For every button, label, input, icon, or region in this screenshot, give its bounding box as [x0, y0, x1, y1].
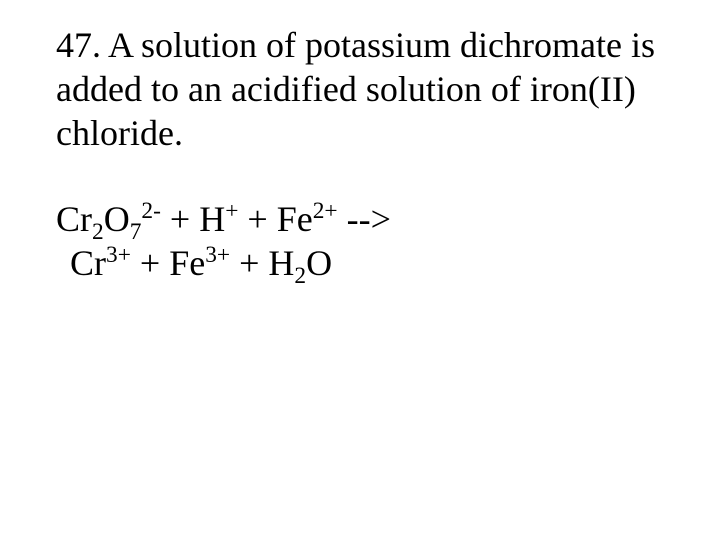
question-number: 47.: [56, 25, 101, 65]
question-body: A solution of potassium dichromate is ad…: [56, 25, 655, 153]
reaction-arrow: -->: [347, 199, 391, 239]
slide: 47. A solution of potassium dichromate i…: [0, 0, 720, 540]
plus-sign: +: [140, 243, 160, 283]
species-iron2-ion: Fe2+: [277, 199, 338, 239]
plus-sign: +: [247, 199, 267, 239]
question-text: 47. A solution of potassium dichromate i…: [56, 24, 664, 156]
equation-products-line: Cr3+ + Fe3+ + H2O: [56, 242, 664, 286]
plus-sign: +: [239, 243, 259, 283]
plus-sign: +: [170, 199, 190, 239]
species-hydrogen-ion: H+: [199, 199, 238, 239]
species-chromium3-ion: Cr3+: [70, 243, 131, 283]
equation-reactants-line: Cr2O72- + H+ + Fe2+ -->: [56, 198, 664, 242]
species-dichromate: Cr2O72-: [56, 199, 161, 239]
species-iron3-ion: Fe3+: [169, 243, 230, 283]
species-water: H2O: [268, 243, 332, 283]
chemical-equation: Cr2O72- + H+ + Fe2+ --> Cr3+ + Fe3+ + H2…: [56, 198, 664, 286]
